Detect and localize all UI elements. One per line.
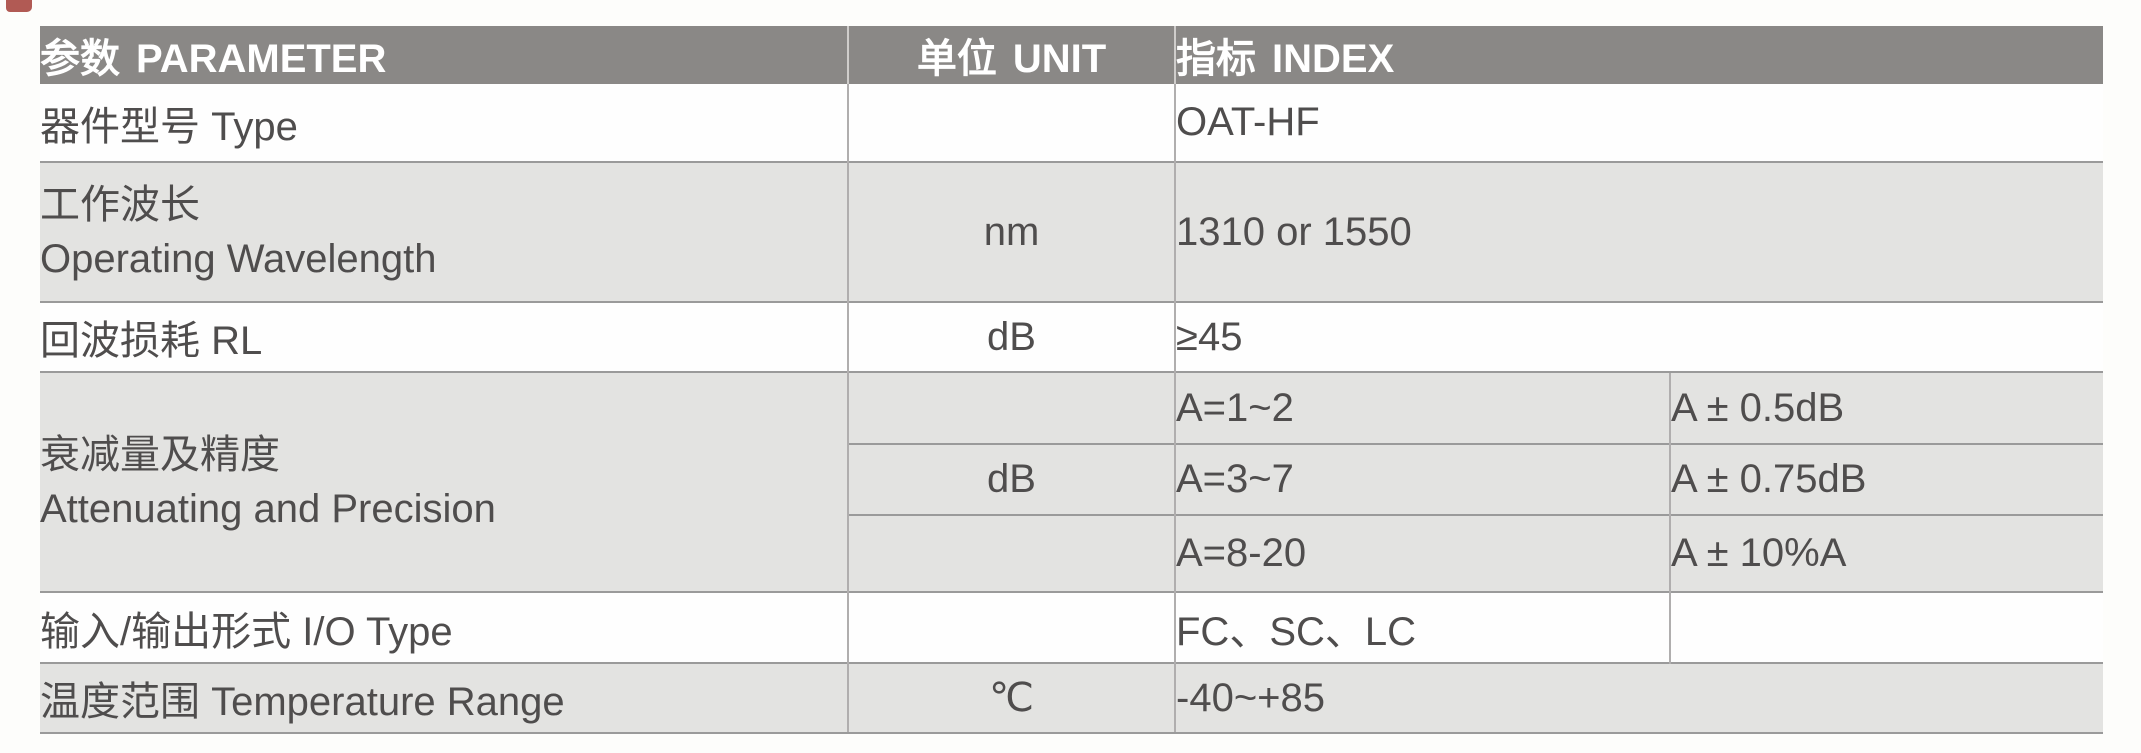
row-attenuation-range-2: dB A=3~7 A ± 0.75dB [40, 443, 2103, 515]
header-unit-zh: 单位 [916, 37, 997, 81]
header-parameter-zh: 参数 [40, 37, 120, 81]
cell-io-type-unit [847, 591, 1176, 663]
cell-attenuation-unit-1 [847, 371, 1176, 444]
cell-temperature-label: 温度范围 Temperature Range [40, 662, 848, 734]
cell-attenuation-precision-2: A ± 0.75dB [1669, 443, 2103, 515]
attenuation-label-zh: 衰减量及精度 [40, 433, 280, 477]
cell-attenuation-precision-3: A ± 10%A [1669, 514, 2103, 592]
wavelength-label-en: Operating Wavelength [40, 237, 437, 281]
header-index: 指标 INDEX [1175, 26, 2103, 84]
cell-temperature-unit: ℃ [847, 662, 1176, 734]
row-temperature-range: 温度范围 Temperature Range ℃ -40~+85 [40, 662, 2103, 734]
row-attenuation-range-3: A=8-20 A ± 10%A [40, 514, 2103, 592]
cell-return-loss-label: 回波损耗 RL [40, 301, 848, 372]
cell-temperature-index: -40~+85 [1175, 662, 2103, 734]
cell-attenuation-range-2: A=3~7 [1175, 443, 1670, 515]
cell-io-type-label: 输入/输出形式 I/O Type [40, 591, 848, 663]
row-return-loss: 回波损耗 RL dB ≥45 [40, 301, 2103, 372]
row-attenuation-range-1: 衰减量及精度 Attenuating and Precision A=1~2 A… [40, 371, 2103, 592]
cell-return-loss-index: ≥45 [1175, 301, 2103, 372]
header-index-en: INDEX [1272, 37, 1395, 81]
header-unit: 单位 UNIT [847, 26, 1176, 84]
attenuation-label-en: Attenuating and Precision [40, 487, 496, 531]
row-device-type: 器件型号 Type OAT-HF [40, 84, 2103, 162]
header-unit-en: UNIT [1012, 37, 1107, 81]
cell-attenuation-range-1: A=1~2 [1175, 371, 1670, 444]
cell-wavelength-unit: nm [847, 161, 1176, 302]
header-parameter-en: PARAMETER [136, 37, 387, 81]
row-operating-wavelength: 工作波长 Operating Wavelength nm 1310 or 155… [40, 161, 2103, 302]
header-index-zh: 指标 [1176, 37, 1256, 81]
cell-wavelength-index: 1310 or 1550 [1175, 161, 2103, 302]
cell-device-type-label: 器件型号 Type [40, 84, 848, 162]
cell-device-type-index: OAT-HF [1175, 84, 2103, 162]
spec-table: 参数 PARAMETER 单位 UNIT 指标 INDEX 器件型号 Type OAT… [40, 26, 2103, 734]
wavelength-label-zh: 工作波长 [40, 183, 200, 227]
cell-attenuation-unit-3 [847, 514, 1176, 592]
cell-attenuation-unit-2: dB [847, 443, 1176, 515]
cell-io-type-index: FC、SC、LC [1175, 591, 1670, 663]
cell-attenuation-precision-1: A ± 0.5dB [1669, 371, 2103, 444]
page-corner-mark [6, 0, 32, 12]
cell-return-loss-unit: dB [847, 301, 1176, 372]
table-header-row: 参数 PARAMETER 单位 UNIT 指标 INDEX [40, 26, 2103, 84]
cell-wavelength-label: 工作波长 Operating Wavelength [40, 161, 848, 302]
cell-attenuation-range-3: A=8-20 [1175, 514, 1670, 592]
cell-attenuation-label: 衰减量及精度 Attenuating and Precision [40, 371, 848, 592]
row-io-type: 输入/输出形式 I/O Type FC、SC、LC [40, 591, 2103, 663]
cell-io-type-precision [1669, 591, 2103, 663]
cell-device-type-unit [847, 84, 1176, 162]
header-parameter: 参数 PARAMETER [40, 26, 848, 84]
